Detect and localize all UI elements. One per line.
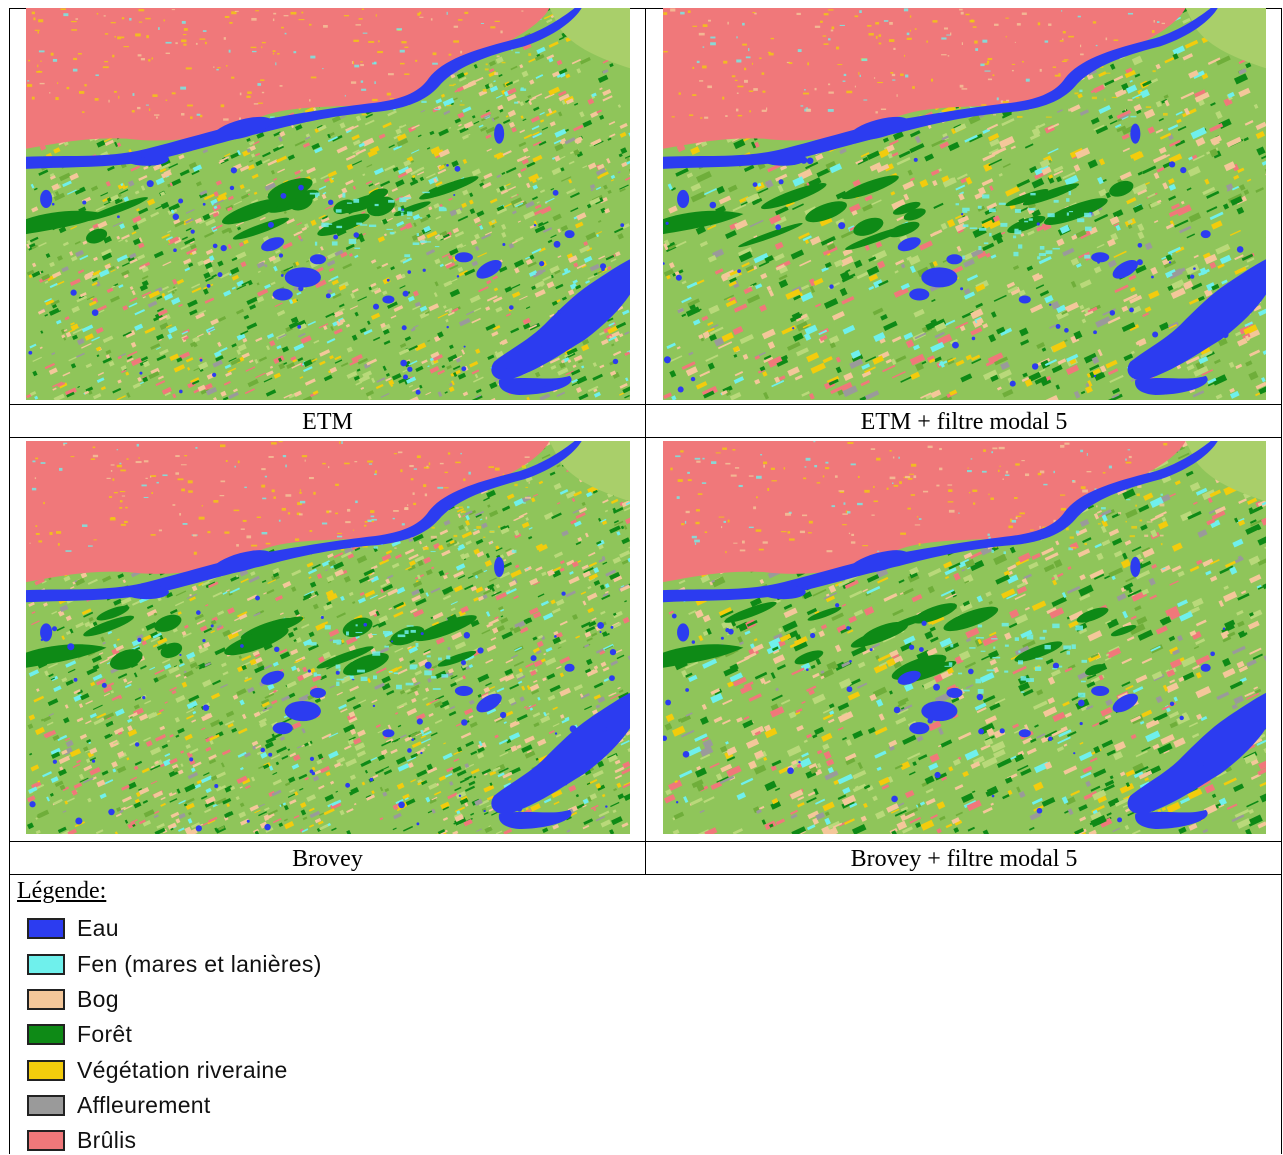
caption-brovey: Brovey [10, 842, 645, 876]
legend-swatch [27, 1024, 65, 1045]
legend-label: Bog [77, 986, 119, 1013]
land-cover-map [663, 8, 1266, 400]
caption-brovey-modal: Brovey + filtre modal 5 [646, 842, 1282, 876]
legend-label: Forêt [77, 1021, 132, 1048]
land-cover-map [663, 441, 1266, 834]
land-cover-map [26, 8, 630, 400]
legend-item-affleurement: Affleurement [27, 1090, 211, 1120]
legend-item-fen: Fen (mares et lanières) [27, 949, 322, 979]
legend-swatch [27, 1095, 65, 1116]
map-panel-brovey-modal [663, 441, 1266, 834]
legend-label: Fen (mares et lanières) [77, 951, 322, 978]
legend-item-foret: Forêt [27, 1019, 132, 1049]
map-panel-etm-modal [663, 8, 1266, 400]
legend-swatch [27, 989, 65, 1010]
legend-label: Brûlis [77, 1127, 136, 1154]
legend-title: Légende: [17, 877, 106, 905]
legend-item-brulis: Brûlis [27, 1125, 136, 1155]
column-divider [645, 8, 646, 874]
legend-item-bog: Bog [27, 984, 119, 1014]
legend-item-vegetation-riveraine: Végétation riveraine [27, 1055, 288, 1085]
legend-swatch [27, 1130, 65, 1151]
legend-label: Eau [77, 915, 119, 942]
legend-label: Végétation riveraine [77, 1057, 288, 1084]
legend-swatch [27, 1060, 65, 1081]
map-panel-brovey [26, 441, 630, 834]
legend-swatch [27, 918, 65, 939]
map-panel-etm [26, 8, 630, 400]
caption-etm-modal: ETM + filtre modal 5 [646, 405, 1282, 439]
land-cover-map [26, 441, 630, 834]
legend-label: Affleurement [77, 1092, 211, 1119]
caption-etm: ETM [10, 405, 645, 439]
legend-swatch [27, 954, 65, 975]
legend-item-eau: Eau [27, 913, 119, 943]
